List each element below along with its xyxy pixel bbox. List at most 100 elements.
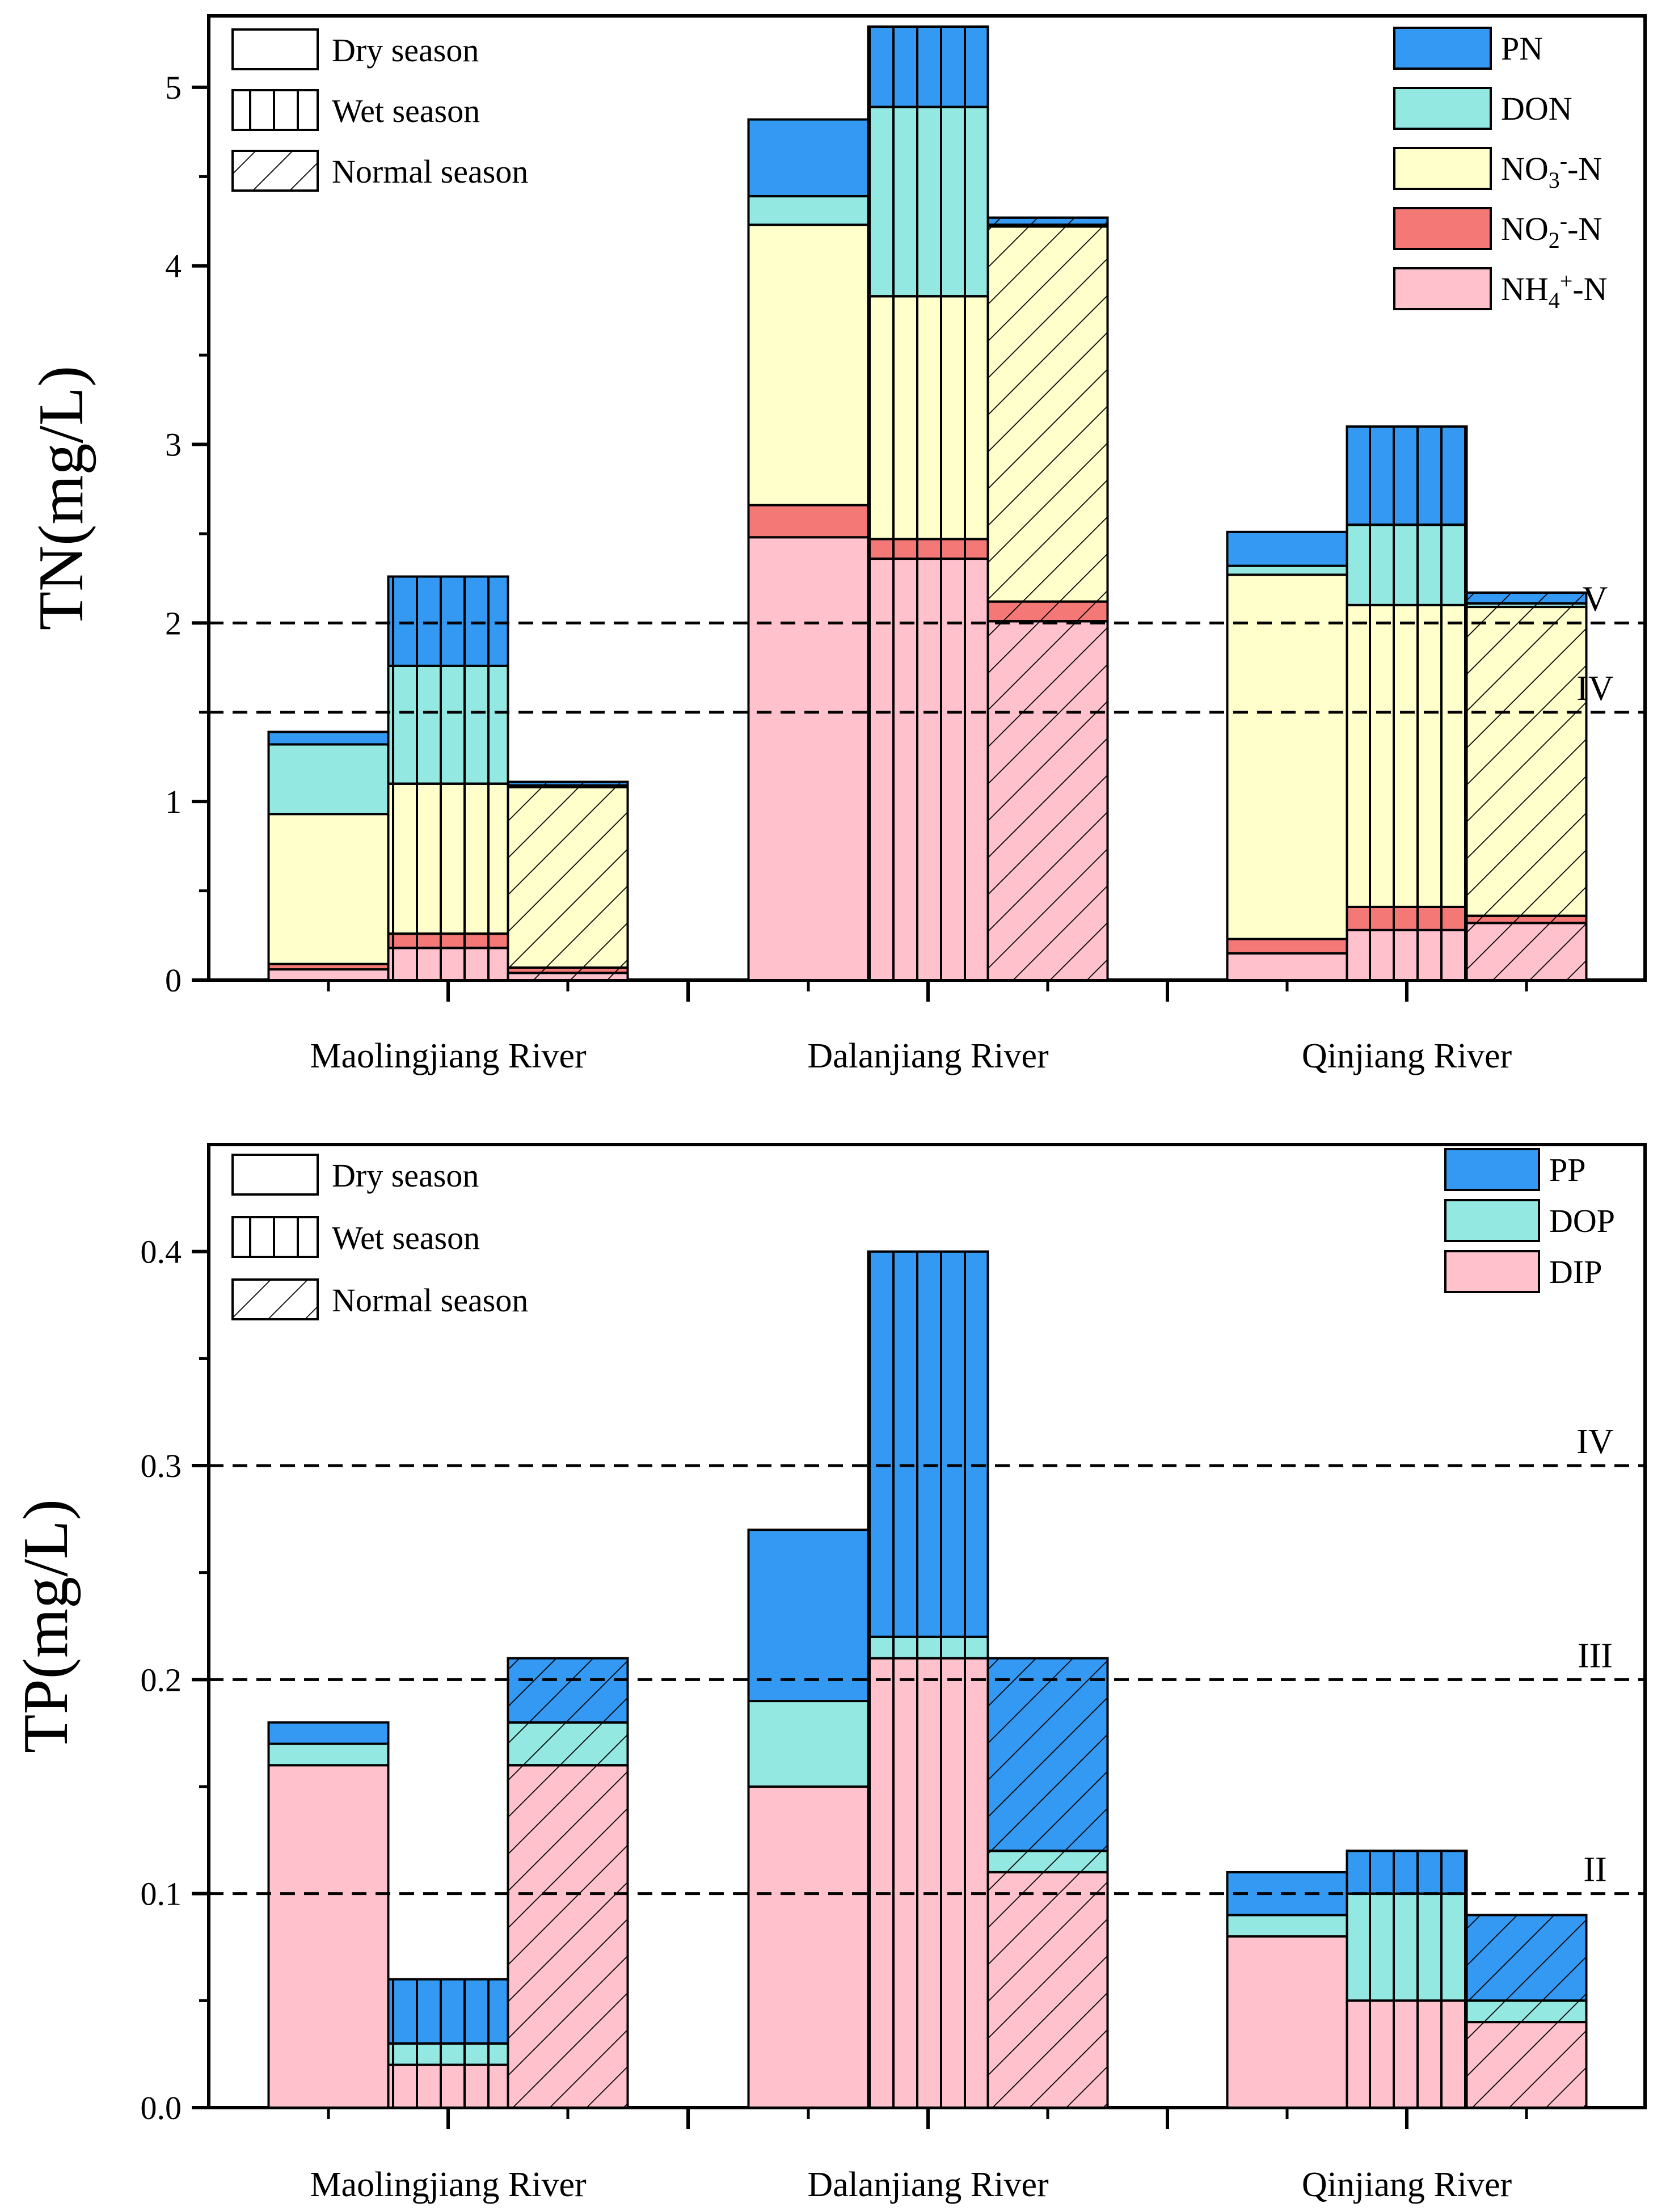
tp-category-label-dalanjiang-river: Dalanjiang River: [807, 2165, 1049, 2204]
tp-y-axis-title: TP(mg/L): [11, 1499, 81, 1753]
tp-season-legend-swatch-wet-season: [231, 1216, 319, 1258]
tn-bar-dalanjiang-river-dry-season-nh4: [747, 536, 870, 981]
tp-reference-label-iii: III: [1578, 1636, 1613, 1675]
tn-bar-maolingjiang-river-dry-season-no3: [267, 813, 390, 965]
tp-ytick-label-1: 0.1: [141, 1876, 182, 1913]
tn-y-axis-title: TN(mg/L): [26, 366, 96, 631]
tn-bar-maolingjiang-river-wet-season-pn-hatch: [387, 575, 509, 667]
tn-bar-dalanjiang-river-dry-season-no3: [747, 223, 870, 506]
legend-label-base: NO: [1501, 210, 1549, 247]
tn-bar-dalanjiang-river-wet-season-nh4-hatch: [867, 558, 989, 981]
tn-bar-qinjiang-river-wet-season-no3-hatch: [1346, 603, 1468, 908]
tn-bar-maolingjiang-river-normal-season-no3-hatch: [507, 786, 629, 969]
tp-season-legend-swatch-normal-season: [231, 1278, 319, 1320]
tn-bar-qinjiang-river-wet-season-nh4-hatch: [1346, 928, 1468, 981]
tp-bar-maolingjiang-river-normal-season-dip-hatch: [507, 1764, 629, 2109]
tp-bar-maolingjiang-river-wet-season-dip-hatch: [387, 2063, 509, 2109]
tn-reference-label-iv: IV: [1576, 669, 1614, 708]
tn-bar-qinjiang-river-normal-season-nh4-hatch: [1465, 922, 1588, 982]
tn-bar-qinjiang-river-normal-season-pn-hatch: [1465, 591, 1588, 605]
tp-bar-qinjiang-river-normal-season-dop-hatch: [1465, 1999, 1588, 2024]
legend-label-tail: -N: [1567, 150, 1602, 187]
tn-category-label-maolingjiang-river: Maolingjiang River: [310, 1037, 587, 1075]
tn-ytick-label-5: 5: [165, 69, 182, 106]
tp-reference-label-iv: IV: [1576, 1422, 1614, 1461]
tp-component-legend-swatch-dop: [1444, 1199, 1540, 1242]
tn-component-legend-label-pn: PN: [1501, 30, 1543, 67]
tp-category-label-maolingjiang-river: Maolingjiang River: [310, 2165, 587, 2204]
legend-label-superscript: -: [1560, 148, 1567, 174]
tp-ytick-label-2: 0.2: [141, 1661, 182, 1698]
tp-bar-qinjiang-river-wet-season-dop-hatch: [1346, 1892, 1468, 2002]
tn-bar-qinjiang-river-wet-season-don-hatch: [1346, 524, 1468, 606]
tp-component-legend-swatch-pp: [1444, 1148, 1540, 1191]
tn-bar-maolingjiang-river-wet-season-nh4-hatch: [387, 947, 509, 982]
legend-label-base: DOP: [1549, 1202, 1615, 1239]
legend-label-tail: -N: [1572, 271, 1607, 307]
tp-bar-dalanjiang-river-wet-season-dop-hatch: [867, 1635, 989, 1660]
tp-category-label-qinjiang-river: Qinjiang River: [1302, 2165, 1512, 2204]
tn-season-legend-label-normal-season: Normal season: [332, 153, 528, 190]
tp-bar-qinjiang-river-normal-season-dip-hatch: [1465, 2021, 1588, 2109]
tn-component-legend-swatch-don: [1393, 87, 1492, 130]
tp-ytick-label-3: 0.3: [141, 1447, 182, 1484]
tp-bar-dalanjiang-river-wet-season-pp-hatch: [867, 1250, 989, 1638]
tn-season-legend-label-wet-season: Wet season: [332, 92, 480, 129]
tn-ytick-label-4: 4: [165, 248, 182, 285]
legend-label-superscript: +: [1560, 268, 1573, 294]
tn-bar-qinjiang-river-wet-season-pn-hatch: [1346, 425, 1468, 526]
tp-season-legend-label-normal-season: Normal season: [332, 1282, 528, 1319]
tp-bar-dalanjiang-river-dry-season-dop: [747, 1700, 870, 1788]
tn-bar-maolingjiang-river-wet-season-no3-hatch: [387, 782, 509, 935]
tn-bar-maolingjiang-river-dry-season-don: [267, 743, 390, 816]
tp-bar-qinjiang-river-dry-season-dip: [1226, 1935, 1348, 2109]
tp-bar-qinjiang-river-wet-season-pp-hatch: [1346, 1850, 1468, 1895]
legend-label-base: NH: [1501, 271, 1549, 307]
tn-component-legend-swatch-pn: [1393, 27, 1492, 70]
legend-label-subscript: 4: [1549, 288, 1560, 313]
tp-bar-maolingjiang-river-wet-season-dop-hatch: [387, 2042, 509, 2066]
tn-component-legend-swatch-no3: [1393, 147, 1492, 190]
tp-component-legend-label-pp: PP: [1549, 1151, 1586, 1188]
tp-bar-qinjiang-river-wet-season-dip-hatch: [1346, 1999, 1468, 2109]
tp-bar-maolingjiang-river-wet-season-pp-hatch: [387, 1978, 509, 2045]
tn-bar-maolingjiang-river-wet-season-don-hatch: [387, 664, 509, 785]
tp-bar-maolingjiang-river-normal-season-pp-hatch: [507, 1657, 629, 1724]
tp-ytick-label-4: 0.4: [141, 1234, 182, 1270]
tn-bar-dalanjiang-river-wet-season-pn-hatch: [867, 25, 989, 108]
tn-ytick-label-1: 1: [165, 783, 182, 820]
legend-label-tail: -N: [1567, 210, 1602, 247]
tn-bar-maolingjiang-river-dry-season-nh4: [267, 968, 390, 981]
tn-component-legend-label-don: DON: [1501, 90, 1572, 127]
tn-bar-maolingjiang-river-normal-season-pn-hatch: [507, 780, 629, 787]
tn-ytick-label-2: 2: [165, 605, 182, 641]
tn-bar-dalanjiang-river-wet-season-no2-hatch: [867, 538, 989, 560]
tn-bar-dalanjiang-river-normal-season-pn-hatch: [986, 216, 1109, 226]
tn-bar-dalanjiang-river-dry-season-no2: [747, 504, 870, 539]
tn-bar-dalanjiang-river-wet-season-don-hatch: [867, 105, 989, 298]
tn-component-legend-label-no2: NO2--N: [1501, 208, 1602, 253]
tn-component-legend-swatch-no2: [1393, 207, 1492, 250]
tn-reference-label-v: V: [1583, 580, 1608, 618]
tp-bar-qinjiang-river-dry-season-dop: [1226, 1914, 1348, 1938]
tp-bar-maolingjiang-river-dry-season-dip: [267, 1764, 390, 2109]
legend-label-base: PP: [1549, 1151, 1586, 1188]
tn-component-legend-swatch-nh4: [1393, 267, 1492, 310]
tn-bar-qinjiang-river-wet-season-no2-hatch: [1346, 905, 1468, 931]
tp-bar-maolingjiang-river-normal-season-dop-hatch: [507, 1721, 629, 1767]
tp-component-legend-label-dip: DIP: [1549, 1253, 1602, 1290]
tn-bar-dalanjiang-river-normal-season-no3-hatch: [986, 225, 1109, 603]
tn-component-legend-label-nh4: NH4+-N: [1501, 268, 1608, 313]
tp-bar-dalanjiang-river-dry-season-dip: [747, 1785, 870, 2109]
tp-bar-dalanjiang-river-normal-season-pp-hatch: [986, 1657, 1109, 1852]
tn-chart-panel: V IV 0 1 2 3 4 5 Maolingjiang River Dalanjiang Ri…: [26, 14, 1647, 1075]
tp-component-legend-label-dop: DOP: [1549, 1202, 1615, 1239]
tp-bar-qinjiang-river-normal-season-pp-hatch: [1465, 1914, 1588, 2002]
tn-bar-qinjiang-river-dry-season-no2: [1226, 938, 1348, 955]
tn-season-legend-swatch-dry-season: [231, 28, 319, 70]
tp-bar-maolingjiang-river-dry-season-dop: [267, 1742, 390, 1767]
tp-bar-dalanjiang-river-wet-season-dip-hatch: [867, 1657, 989, 2109]
tn-season-legend-label-dry-season: Dry season: [332, 32, 479, 69]
tn-bar-qinjiang-river-dry-season-pn: [1226, 530, 1348, 567]
